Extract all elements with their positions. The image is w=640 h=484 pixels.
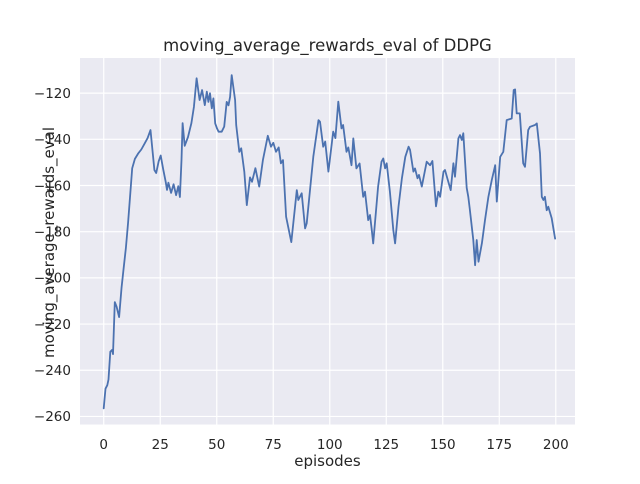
y-tick-label: −140 xyxy=(34,132,71,148)
y-tick-label: −160 xyxy=(34,178,71,194)
x-tick-label: 75 xyxy=(265,437,282,453)
y-tick-label: −220 xyxy=(34,317,71,333)
plot-area xyxy=(80,58,575,425)
grid-lines xyxy=(80,58,575,425)
x-tick-label: 50 xyxy=(208,437,225,453)
x-tick-label: 200 xyxy=(543,437,569,453)
y-tick-label: −260 xyxy=(34,409,71,425)
chart-title: moving_average_rewards_eval of DDPG xyxy=(163,36,492,56)
x-tick-label: 175 xyxy=(486,437,512,453)
y-axis-label: moving_average_rewards_eval xyxy=(40,127,59,358)
x-tick-label: 25 xyxy=(152,437,169,453)
x-tick-labels: 0 25 50 75 100 125 150 175 200 xyxy=(99,437,568,453)
x-tick-label: 0 xyxy=(99,437,108,453)
y-tick-labels: −120 −140 −160 −180 −200 −220 −240 −260 xyxy=(34,86,71,425)
x-tick-label: 125 xyxy=(373,437,399,453)
y-tick-label: −180 xyxy=(34,224,71,240)
x-axis-label: episodes xyxy=(294,452,361,470)
y-tick-label: −120 xyxy=(34,86,71,102)
x-tick-label: 150 xyxy=(430,437,456,453)
series-line xyxy=(102,74,556,410)
y-tick-label: −200 xyxy=(34,271,71,287)
x-tick-label: 100 xyxy=(317,437,343,453)
y-tick-label: −240 xyxy=(34,363,71,379)
